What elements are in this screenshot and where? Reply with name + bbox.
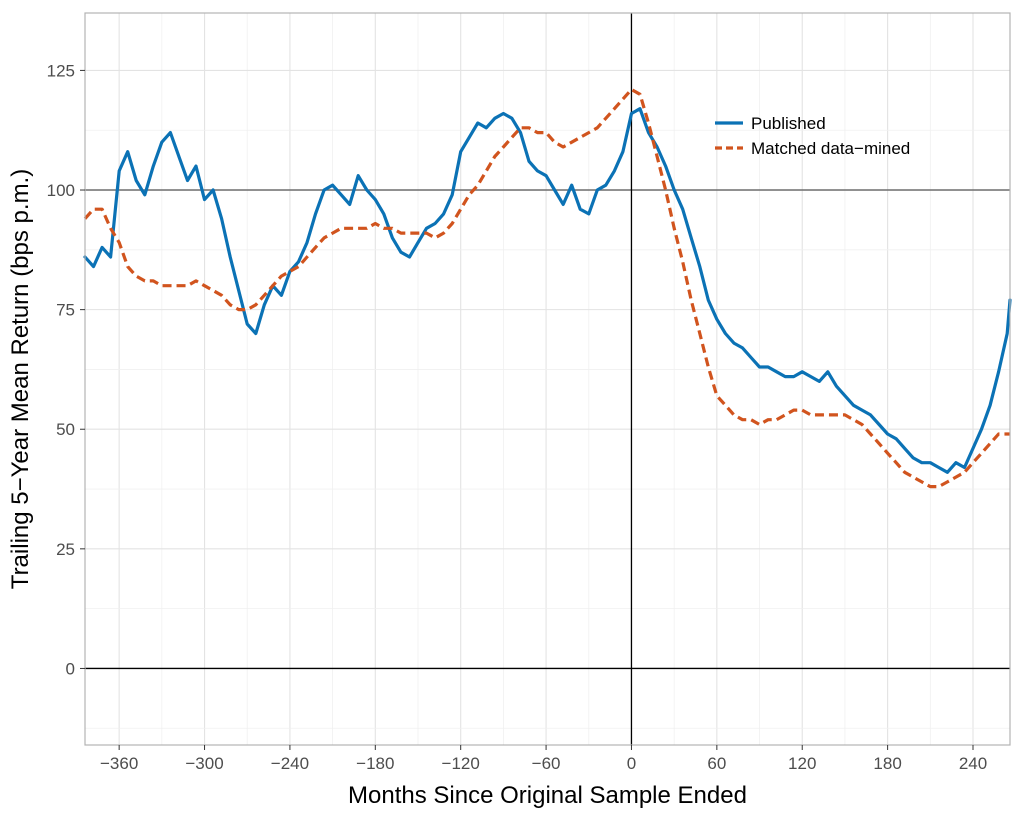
x-tick-label: 240 <box>959 754 987 773</box>
x-tick-label: −360 <box>100 754 138 773</box>
x-tick-label: 120 <box>788 754 816 773</box>
series-line-matched-data-mined <box>83 87 1010 489</box>
legend-label: Published <box>751 114 826 133</box>
reference-lines <box>85 13 1010 745</box>
y-axis-ticks: 0 25 50 75 100 125 <box>47 61 85 678</box>
x-tick-label: −60 <box>532 754 561 773</box>
y-tick-label: 125 <box>47 61 75 80</box>
y-tick-label: 25 <box>56 540 75 559</box>
x-tick-label: 0 <box>627 754 636 773</box>
y-tick-label: 100 <box>47 181 75 200</box>
x-tick-label: −180 <box>356 754 394 773</box>
x-tick-label: −240 <box>271 754 309 773</box>
x-tick-label: −300 <box>185 754 223 773</box>
panel-border <box>84 12 1011 746</box>
series-lines <box>83 87 1012 489</box>
grid <box>85 13 1010 745</box>
x-tick-label: 60 <box>707 754 726 773</box>
x-axis-title: Months Since Original Sample Ended <box>348 782 747 809</box>
y-tick-label: 50 <box>56 420 75 439</box>
x-axis-ticks: −360 −300 −240 −180 −120 −60 0 60 120 180 240 <box>100 745 987 773</box>
legend-label: Matched data−mined <box>751 139 910 158</box>
y-axis-title: Trailing 5−Year Mean Return (bps p.m.) <box>7 169 34 589</box>
legend: Published Matched data−mined <box>715 114 910 158</box>
series-line-published <box>83 107 1012 474</box>
x-tick-label: −120 <box>442 754 480 773</box>
y-tick-label: 0 <box>66 659 75 678</box>
y-tick-label: 75 <box>56 301 75 320</box>
x-tick-label: 180 <box>873 754 901 773</box>
